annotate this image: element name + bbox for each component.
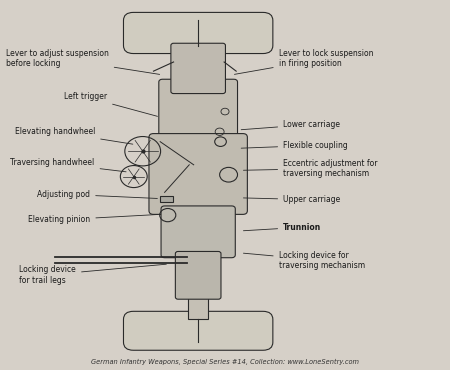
FancyBboxPatch shape [176,252,221,299]
Text: Traversing handwheel: Traversing handwheel [10,158,126,172]
Text: Upper carriage: Upper carriage [243,195,340,204]
Text: Locking device
for trail legs: Locking device for trail legs [19,264,166,285]
Text: Elevating pinion: Elevating pinion [28,215,157,224]
Text: Trunnion: Trunnion [243,223,321,232]
FancyBboxPatch shape [159,79,238,144]
FancyBboxPatch shape [161,206,235,258]
Text: Flexible coupling: Flexible coupling [241,141,348,150]
Text: Left trigger: Left trigger [64,92,158,116]
Text: German Infantry Weapons, Special Series #14, Collection: www.LoneSentry.com: German Infantry Weapons, Special Series … [91,359,359,365]
FancyBboxPatch shape [171,43,225,94]
FancyBboxPatch shape [149,134,248,214]
Text: Elevating handwheel: Elevating handwheel [15,127,133,144]
FancyBboxPatch shape [123,311,273,350]
Bar [160,196,173,202]
Text: Eccentric adjustment for
traversing mechanism: Eccentric adjustment for traversing mech… [243,159,378,178]
Text: Lever to lock suspension
in firing position: Lever to lock suspension in firing posit… [234,48,373,74]
Text: Adjusting pod: Adjusting pod [37,190,157,199]
Polygon shape [189,46,208,319]
FancyBboxPatch shape [123,13,273,54]
Text: Lower carriage: Lower carriage [241,120,340,130]
Text: Lever to adjust suspension
before locking: Lever to adjust suspension before lockin… [6,48,160,74]
Text: Locking device for
traversing mechanism: Locking device for traversing mechanism [243,250,365,270]
